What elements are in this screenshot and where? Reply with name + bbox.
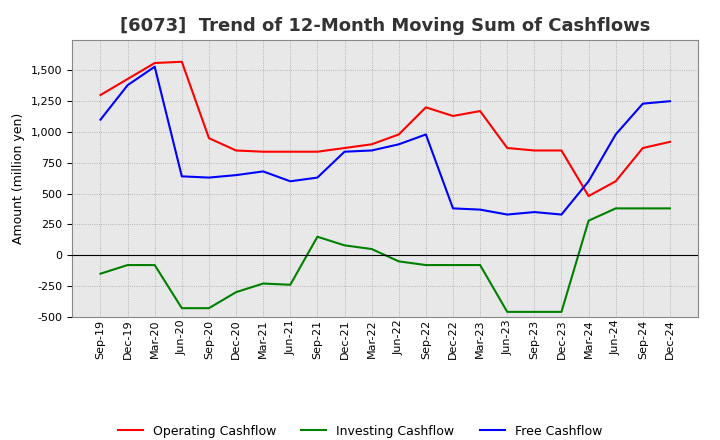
Free Cashflow <box>96 117 105 122</box>
Investing Cashflow <box>476 262 485 268</box>
Free Cashflow <box>259 169 268 174</box>
Operating Cashflow <box>178 59 186 64</box>
Free Cashflow <box>449 206 457 211</box>
Investing Cashflow <box>503 309 511 315</box>
Title: [6073]  Trend of 12-Month Moving Sum of Cashflows: [6073] Trend of 12-Month Moving Sum of C… <box>120 17 650 35</box>
Free Cashflow <box>476 207 485 212</box>
Investing Cashflow <box>204 305 213 311</box>
Investing Cashflow <box>395 259 403 264</box>
Investing Cashflow <box>341 243 349 248</box>
Y-axis label: Amount (million yen): Amount (million yen) <box>12 113 25 244</box>
Free Cashflow <box>530 209 539 215</box>
Investing Cashflow <box>259 281 268 286</box>
Operating Cashflow <box>584 194 593 199</box>
Investing Cashflow <box>421 262 430 268</box>
Free Cashflow <box>665 99 674 104</box>
Operating Cashflow <box>150 60 159 66</box>
Free Cashflow <box>178 174 186 179</box>
Operating Cashflow <box>530 148 539 153</box>
Free Cashflow <box>232 172 240 178</box>
Free Cashflow <box>204 175 213 180</box>
Free Cashflow <box>367 148 376 153</box>
Investing Cashflow <box>286 282 294 287</box>
Operating Cashflow <box>313 149 322 154</box>
Operating Cashflow <box>395 132 403 137</box>
Free Cashflow <box>421 132 430 137</box>
Free Cashflow <box>395 142 403 147</box>
Operating Cashflow <box>639 145 647 150</box>
Investing Cashflow <box>123 262 132 268</box>
Free Cashflow <box>611 132 620 137</box>
Free Cashflow <box>341 149 349 154</box>
Free Cashflow <box>584 179 593 184</box>
Free Cashflow <box>503 212 511 217</box>
Operating Cashflow <box>341 145 349 150</box>
Free Cashflow <box>557 212 566 217</box>
Free Cashflow <box>639 101 647 106</box>
Investing Cashflow <box>611 206 620 211</box>
Line: Free Cashflow: Free Cashflow <box>101 67 670 215</box>
Operating Cashflow <box>665 139 674 144</box>
Investing Cashflow <box>665 206 674 211</box>
Operating Cashflow <box>367 142 376 147</box>
Operating Cashflow <box>204 136 213 141</box>
Operating Cashflow <box>259 149 268 154</box>
Investing Cashflow <box>96 271 105 276</box>
Operating Cashflow <box>476 108 485 114</box>
Operating Cashflow <box>503 145 511 150</box>
Operating Cashflow <box>286 149 294 154</box>
Line: Investing Cashflow: Investing Cashflow <box>101 209 670 312</box>
Investing Cashflow <box>150 262 159 268</box>
Investing Cashflow <box>639 206 647 211</box>
Operating Cashflow <box>123 77 132 82</box>
Line: Operating Cashflow: Operating Cashflow <box>101 62 670 196</box>
Free Cashflow <box>123 83 132 88</box>
Operating Cashflow <box>96 92 105 98</box>
Operating Cashflow <box>557 148 566 153</box>
Operating Cashflow <box>232 148 240 153</box>
Investing Cashflow <box>449 262 457 268</box>
Operating Cashflow <box>611 179 620 184</box>
Operating Cashflow <box>449 114 457 119</box>
Legend: Operating Cashflow, Investing Cashflow, Free Cashflow: Operating Cashflow, Investing Cashflow, … <box>113 420 607 440</box>
Investing Cashflow <box>557 309 566 315</box>
Investing Cashflow <box>367 246 376 252</box>
Investing Cashflow <box>584 218 593 224</box>
Free Cashflow <box>286 179 294 184</box>
Free Cashflow <box>313 175 322 180</box>
Investing Cashflow <box>530 309 539 315</box>
Investing Cashflow <box>232 290 240 295</box>
Free Cashflow <box>150 64 159 70</box>
Operating Cashflow <box>421 105 430 110</box>
Investing Cashflow <box>313 234 322 239</box>
Investing Cashflow <box>178 305 186 311</box>
